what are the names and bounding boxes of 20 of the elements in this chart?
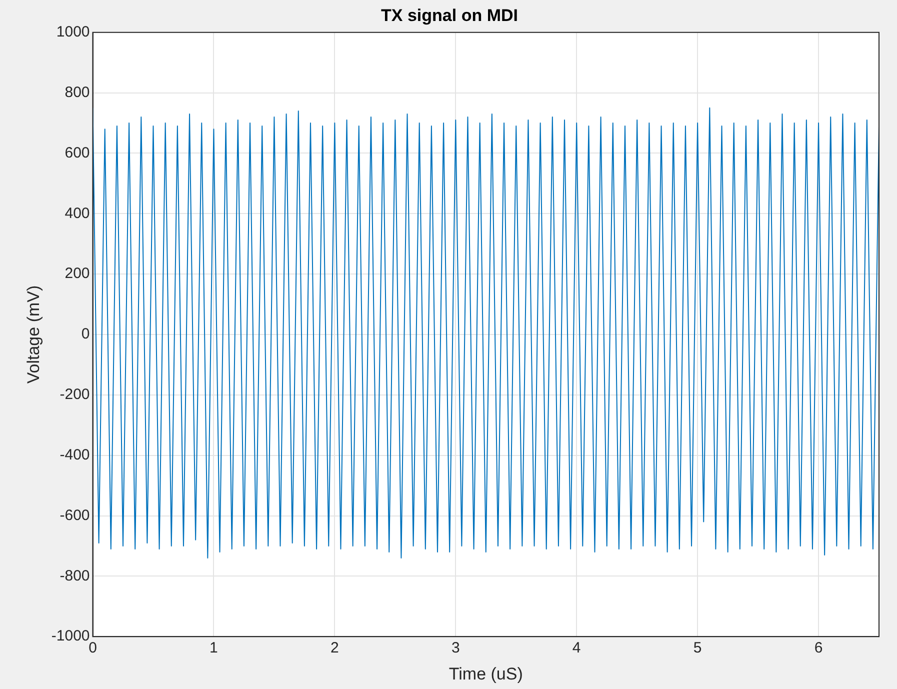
y-tick-label: 600 <box>64 144 90 162</box>
y-tick-label: 200 <box>64 265 90 282</box>
x-tick-label: 2 <box>330 640 339 657</box>
x-axis-title: Time (uS) <box>448 664 523 684</box>
chart-title: TX signal on MDI <box>381 6 518 25</box>
x-tick-label: 6 <box>814 640 823 657</box>
x-tick-label: 4 <box>572 640 581 657</box>
y-tick-label: 400 <box>64 204 90 222</box>
y-tick-label: -400 <box>60 446 90 464</box>
y-tick-label: 0 <box>81 326 90 343</box>
y-tick-label: -1000 <box>51 628 90 645</box>
y-tick-label: -200 <box>60 386 90 404</box>
y-tick-label: -600 <box>60 506 90 524</box>
y-tick-label: -800 <box>60 567 90 584</box>
x-tick-label: 1 <box>210 640 218 657</box>
y-axis-title: Voltage (mV) <box>24 285 43 384</box>
y-tick-label: 800 <box>64 84 90 101</box>
x-tick-label: 3 <box>451 640 460 657</box>
x-tick-label: 5 <box>693 640 702 657</box>
y-tick-label: 1000 <box>56 24 90 41</box>
